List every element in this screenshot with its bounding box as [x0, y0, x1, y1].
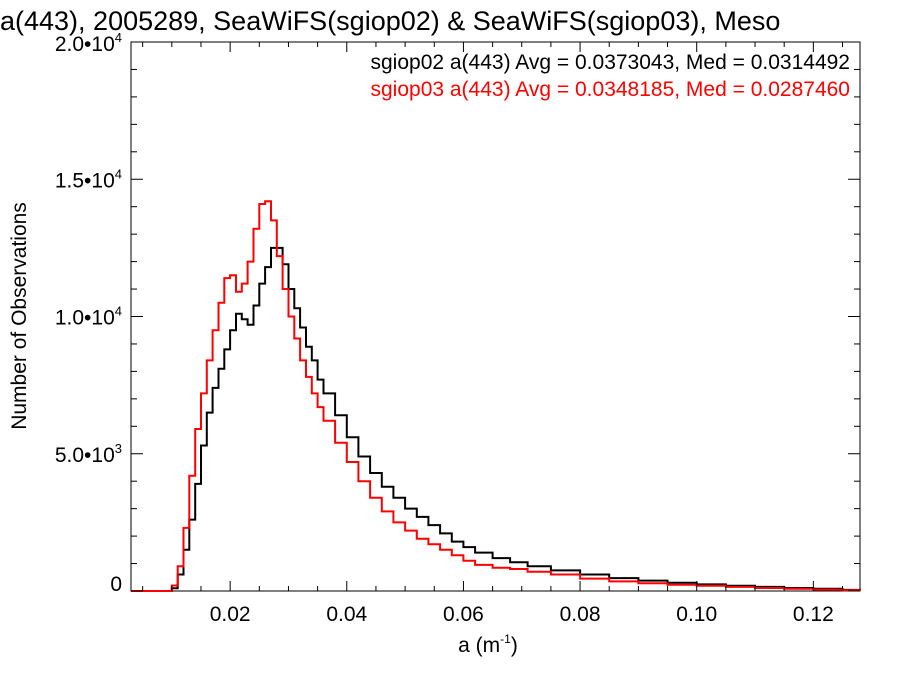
legend-entry-sgiop02: sgiop02 a(443) Avg = 0.0373043, Med = 0.… [370, 51, 850, 74]
y-tick-label: 5.0•103 [55, 441, 122, 467]
y-tick-exponent: 4 [115, 304, 122, 319]
y-axis-label: Number of Observations [8, 202, 31, 430]
y-tick-mantissa: 1.0•10 [55, 307, 115, 330]
y-tick-label: 0 [110, 573, 122, 596]
chart-title: a(443), 2005289, SeaWiFS(sgiop02) & SeaW… [0, 6, 780, 36]
y-tick-label: 1.5•104 [55, 166, 122, 192]
axis-ticks [131, 41, 860, 592]
x-axis-label-superscript: -1 [500, 632, 511, 646]
plot-area [130, 41, 861, 592]
series-line-1 [131, 200, 861, 592]
y-tick-exponent: 3 [115, 441, 122, 456]
x-tick-label: 0.06 [443, 603, 484, 626]
tick-labels: 0.02 0.04 0.06 0.08 0.10 0.1205.0•1031.0•1041… [55, 30, 834, 626]
x-tick-label: 0.12 [793, 603, 834, 626]
y-tick-label: 1.0•104 [55, 304, 122, 330]
y-tick-mantissa: 1.5•10 [55, 169, 115, 192]
x-tick-label: 0.04 [326, 603, 367, 626]
legend-entry-sgiop03: sgiop03 a(443) Avg = 0.0348185, Med = 0.… [370, 78, 850, 101]
y-tick-label: 2.0•104 [55, 30, 122, 56]
series-line-0 [131, 246, 861, 592]
y-tick-mantissa: 0 [110, 573, 122, 596]
plot-frame [130, 41, 861, 592]
x-axis-label: a (m-1) [458, 632, 518, 657]
y-tick-exponent: 4 [115, 166, 122, 181]
x-tick-label: 0.02 [210, 603, 251, 626]
y-tick-exponent: 4 [115, 30, 122, 45]
x-axis-label-close: ) [511, 634, 518, 657]
x-axis-label-text: a (m [458, 634, 500, 657]
x-tick-label: 0.08 [560, 603, 601, 626]
y-tick-mantissa: 5.0•10 [55, 444, 115, 467]
x-tick-label: 0.10 [676, 603, 717, 626]
y-tick-mantissa: 2.0•10 [55, 33, 115, 56]
